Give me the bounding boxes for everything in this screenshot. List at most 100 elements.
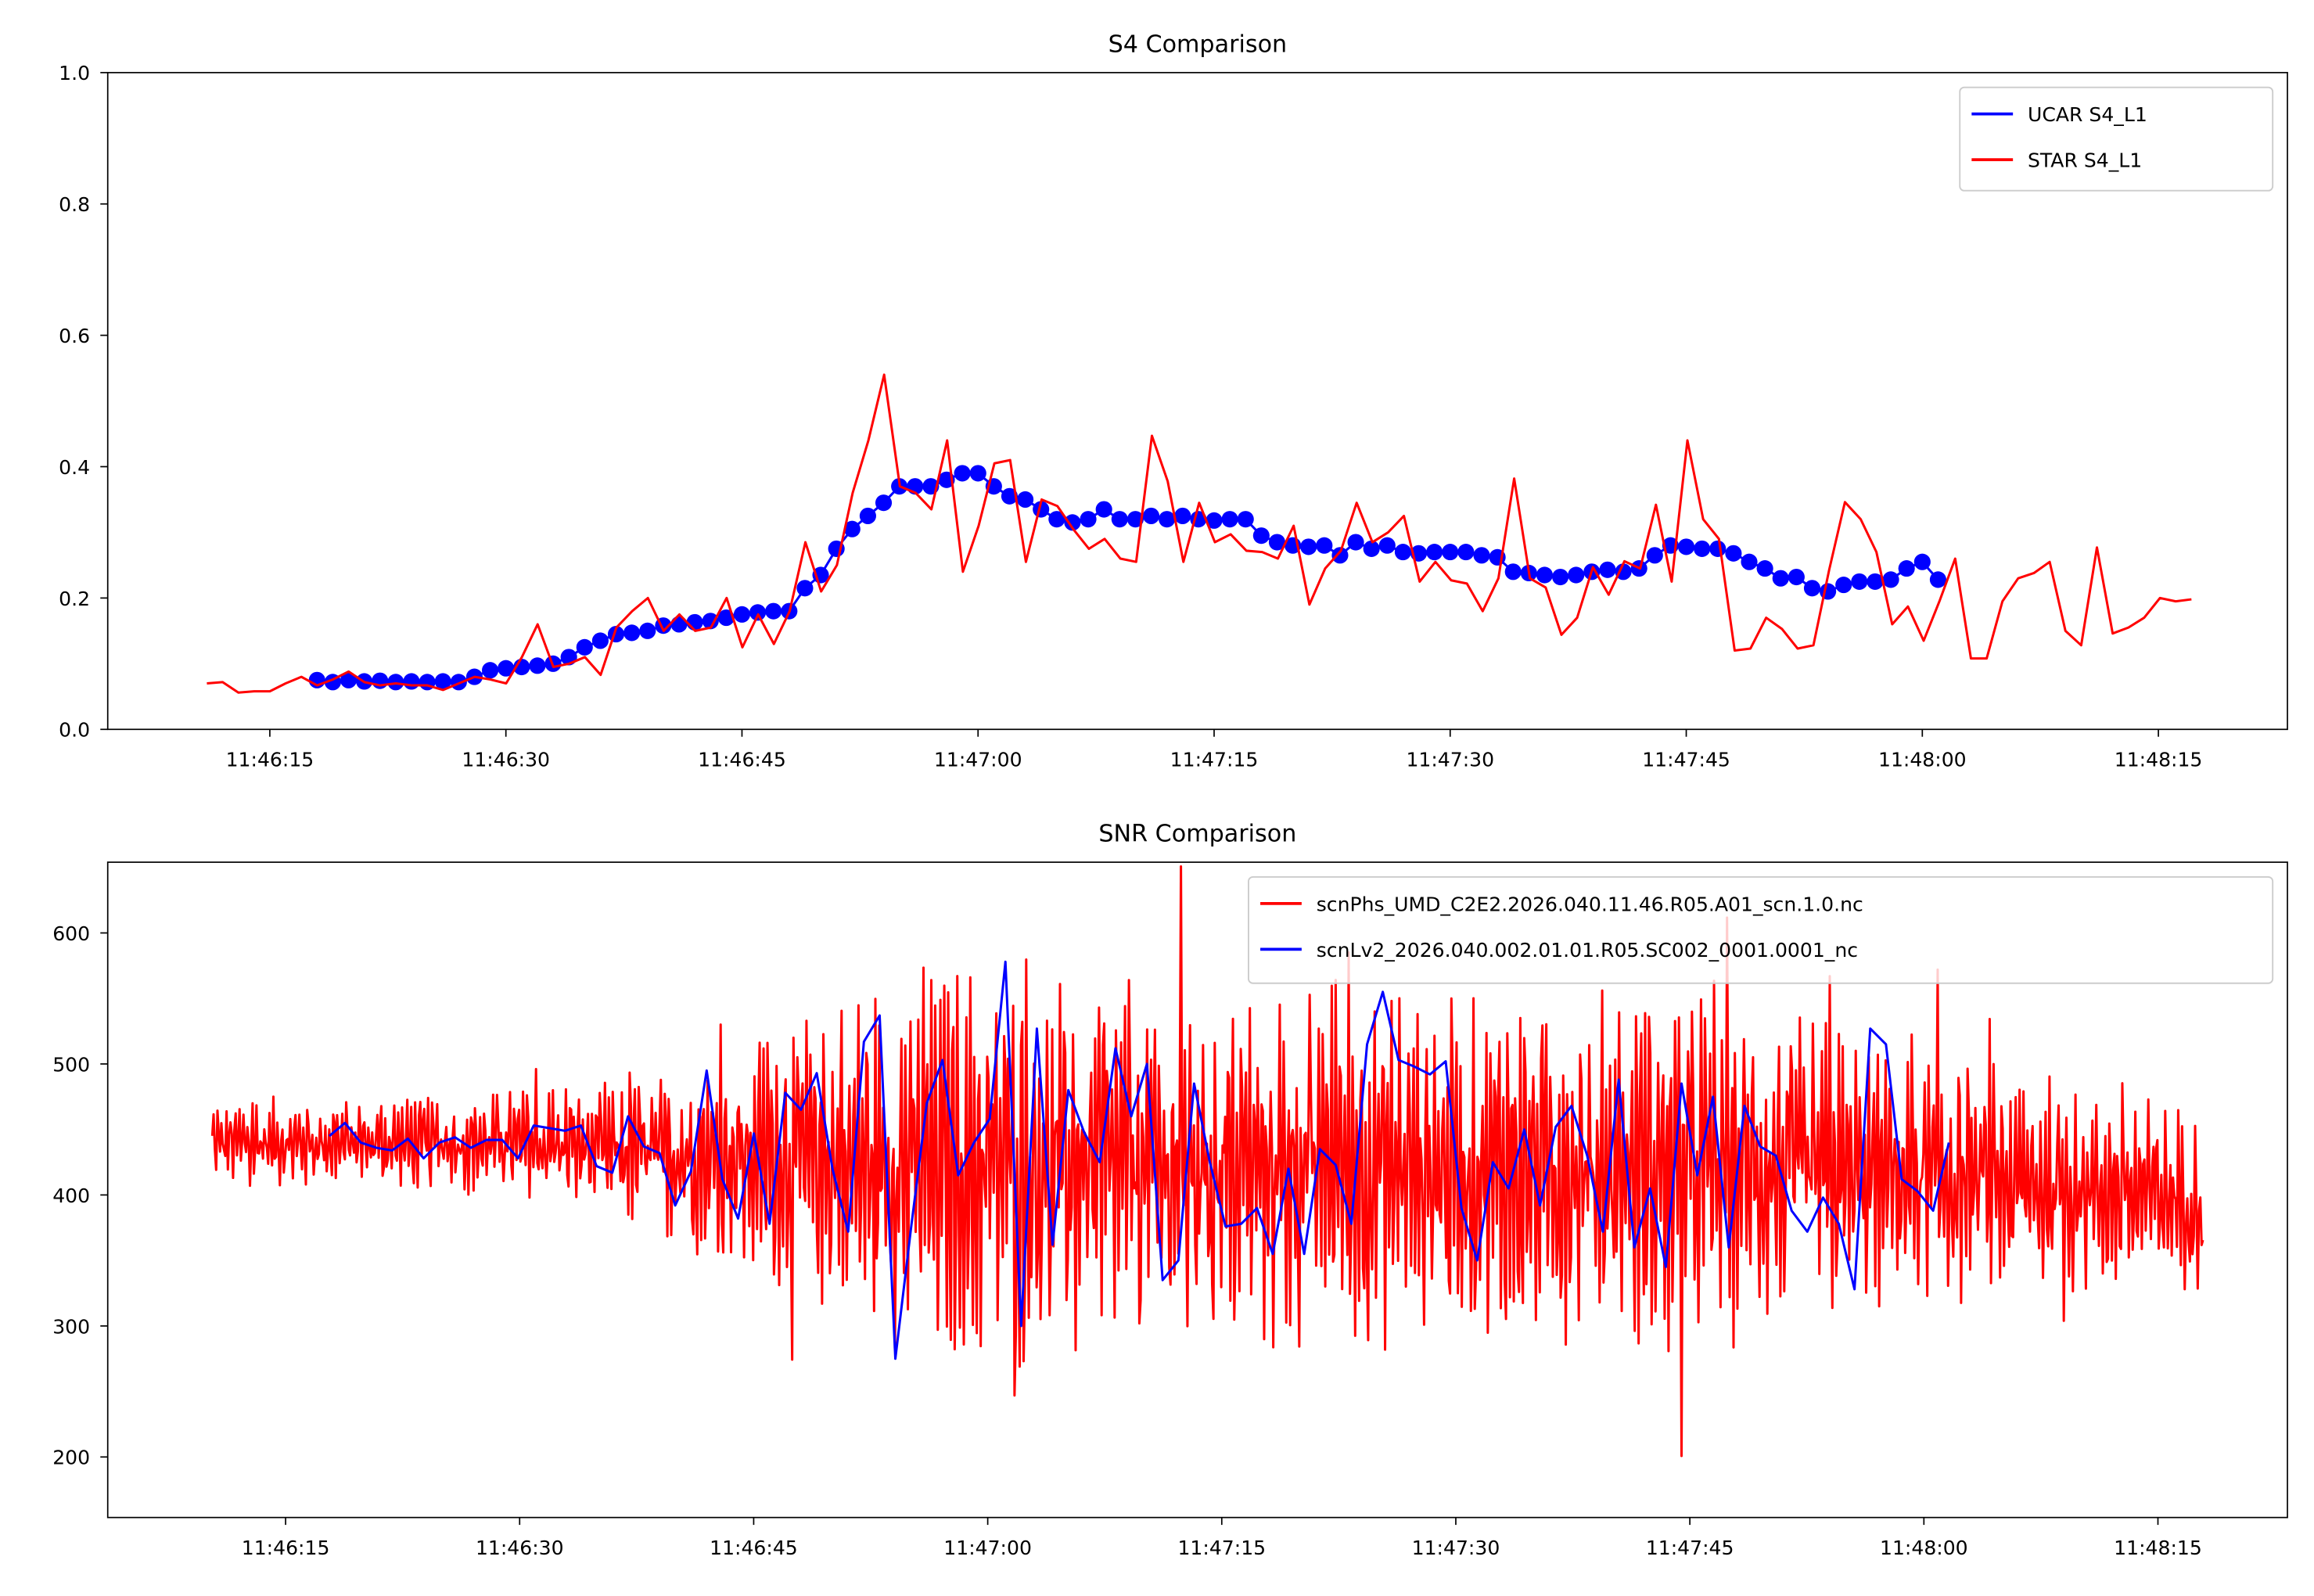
data-point [639,622,656,639]
data-point [576,638,593,656]
data-point [1788,568,1805,586]
legend: scnPhs_UMD_C2E2.2026.040.11.46.R05.A01_s… [1248,875,2274,984]
legend-box [1248,875,2274,984]
data-point [529,657,546,674]
data-point [434,673,451,690]
data-point [1851,573,1868,590]
data-point [1080,511,1097,528]
x-tick-label: 11:48:00 [1880,1537,1968,1559]
data-point [1835,577,1852,594]
data-point [875,494,893,512]
series-line-0 [210,865,2204,1458]
data-point [796,580,814,597]
x-tick-label: 11:46:30 [462,748,550,771]
data-point [1898,560,1915,577]
x-tick-label: 11:48:15 [2114,1537,2202,1559]
data-point [1394,544,1411,561]
y-tick-label: 500 [52,1053,90,1076]
chart-title: SNR Comparison [1098,821,1296,848]
data-point [765,602,782,620]
x-tick-label: 11:47:15 [1177,1537,1266,1559]
data-point [859,507,876,525]
data-point [1316,537,1333,554]
axes-frame [106,861,2288,1519]
y-tick-label: 200 [52,1447,90,1469]
x-tick-label: 11:47:00 [943,1537,1032,1559]
y-tick-label: 0.6 [59,325,90,347]
data-point [1111,511,1128,528]
legend: UCAR S4_L1 STAR S4_L1 [1959,86,2274,192]
series-line-1 [328,960,1950,1361]
x-tick-label: 11:46:30 [476,1537,564,1559]
y-tick-label: 400 [52,1184,90,1207]
snr-comparison-axes: SNR Comparison 11:46:15 11:46:30 11:46:45 11… [52,821,2288,1559]
data-point [717,609,735,627]
data-point [372,672,389,689]
x-tick-label: 11:46:45 [698,748,786,771]
chart-title: S4 Comparison [1108,31,1288,58]
data-point [1048,511,1065,528]
legend-label: scnPhs_UMD_C2E2.2026.040.11.46.R05.A01_s… [1317,893,1863,915]
legend-label: scnLv2_2026.040.002.01.01.R05.SC002_0001… [1317,939,1858,962]
y-tick-label: 0.0 [59,719,90,742]
data-point [1159,511,1176,528]
data-point [1803,580,1821,597]
data-point [1268,534,1286,551]
data-point [686,613,703,631]
data-point [1615,563,1632,581]
x-tick-label: 11:47:45 [1646,1537,1734,1559]
data-point [1001,487,1019,505]
data-point [1772,570,1789,587]
data-point [1709,540,1727,557]
data-point [1237,511,1254,528]
x-tick-label: 11:46:15 [242,1537,330,1559]
data-point [1206,512,1223,529]
data-point [969,465,986,482]
data-point [1867,573,1884,590]
data-point [1142,507,1160,525]
x-tick-label: 11:48:15 [2115,748,2203,771]
data-point [1347,534,1364,551]
y-tick-label: 0.8 [59,193,90,216]
legend-box [1959,86,2274,192]
data-point [498,660,515,677]
data-point [1300,538,1317,555]
data-point [387,674,404,691]
data-point [340,671,358,688]
x-tick-label: 11:47:45 [1642,748,1730,771]
data-point [1536,566,1554,584]
data-point [1882,571,1899,588]
data-point [1552,568,1569,586]
data-point [749,604,767,621]
data-point [954,465,971,482]
data-point [1568,566,1585,584]
data-point [1331,547,1349,564]
x-tick-label: 11:47:30 [1412,1537,1500,1559]
data-point [1473,547,1490,564]
data-point [1252,527,1270,545]
data-point [733,606,751,623]
plot-area [210,865,2204,1458]
y-tick-label: 0.2 [59,588,90,610]
x-tick-label: 11:47:00 [934,748,1022,771]
data-point [403,673,420,690]
data-point [1504,563,1522,581]
s4-comparison-axes: S4 Comparison 11:46:15 11:46:30 11:46:45 11:… [59,31,2288,771]
x-tick-label: 11:46:15 [226,748,314,771]
x-tick-label: 11:46:45 [710,1537,798,1559]
series-line-1 [207,373,2192,694]
y-tick-label: 1.0 [59,62,90,84]
data-point [1913,553,1931,570]
data-point [1646,547,1663,564]
data-point [1725,545,1742,562]
x-tick-label: 11:48:00 [1878,748,1967,771]
legend-label: STAR S4_L1 [2028,149,2142,172]
data-point [702,613,719,630]
data-point [1599,561,1616,578]
data-point [1756,560,1773,577]
data-point [843,520,861,537]
y-tick-label: 0.4 [59,456,90,479]
x-tick-label: 11:47:30 [1406,748,1494,771]
data-point [623,624,641,642]
